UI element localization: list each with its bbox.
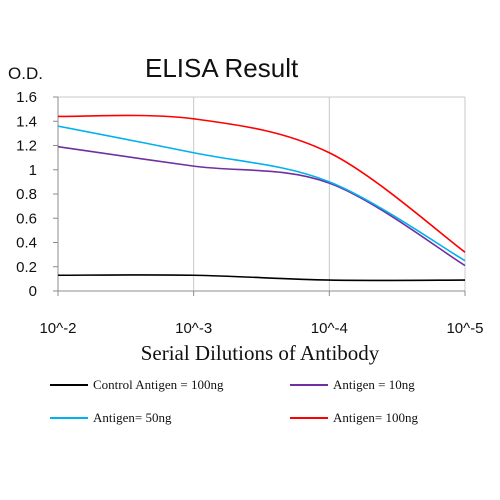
legend-label: Antigen= 50ng — [93, 410, 172, 425]
series-line-3 — [57, 125, 466, 262]
y-tick-label: 1.2 — [16, 138, 37, 155]
series-line-2 — [57, 145, 466, 267]
legend-label: Antigen = 10ng — [333, 377, 415, 392]
y-tick-label: 0.4 — [16, 235, 37, 252]
legend-label: Control Antigen = 100ng — [93, 377, 224, 392]
y-tick-label: 0.2 — [16, 259, 37, 276]
y-tick-labels: 0 0.2 0.4 0.6 0.8 1 1.2 1.4 1.6 — [16, 89, 37, 300]
legend: Control Antigen = 100ng Antigen = 10ng Ant… — [50, 377, 418, 425]
series-line-4 — [57, 114, 466, 253]
x-tick-label: 10^-4 — [311, 320, 348, 337]
gridlines — [57, 96, 466, 291]
x-tick-label: 10^-2 — [39, 320, 76, 337]
y-tick-label: 1 — [29, 162, 37, 179]
x-tick-labels: 10^-2 10^-3 10^-4 10^-5 — [39, 320, 483, 337]
series-line-1 — [57, 274, 466, 282]
y-tick-label: 1.4 — [16, 113, 37, 130]
y-tick-label: 0.6 — [16, 210, 37, 227]
y-tick-label: 0.8 — [16, 186, 37, 203]
x-axis-label: Serial Dilutions of Antibody — [141, 341, 380, 365]
legend-label: Antigen= 100ng — [333, 410, 418, 425]
chart-title: ELISA Result — [145, 53, 299, 83]
data-series — [57, 114, 466, 282]
x-tick-label: 10^-3 — [175, 320, 212, 337]
x-tick-label: 10^-5 — [446, 320, 483, 337]
axes — [53, 96, 466, 296]
y-tick-label: 1.6 — [16, 89, 37, 106]
y-tick-label: 0 — [29, 283, 37, 300]
y-axis-label: O.D. — [8, 64, 43, 83]
